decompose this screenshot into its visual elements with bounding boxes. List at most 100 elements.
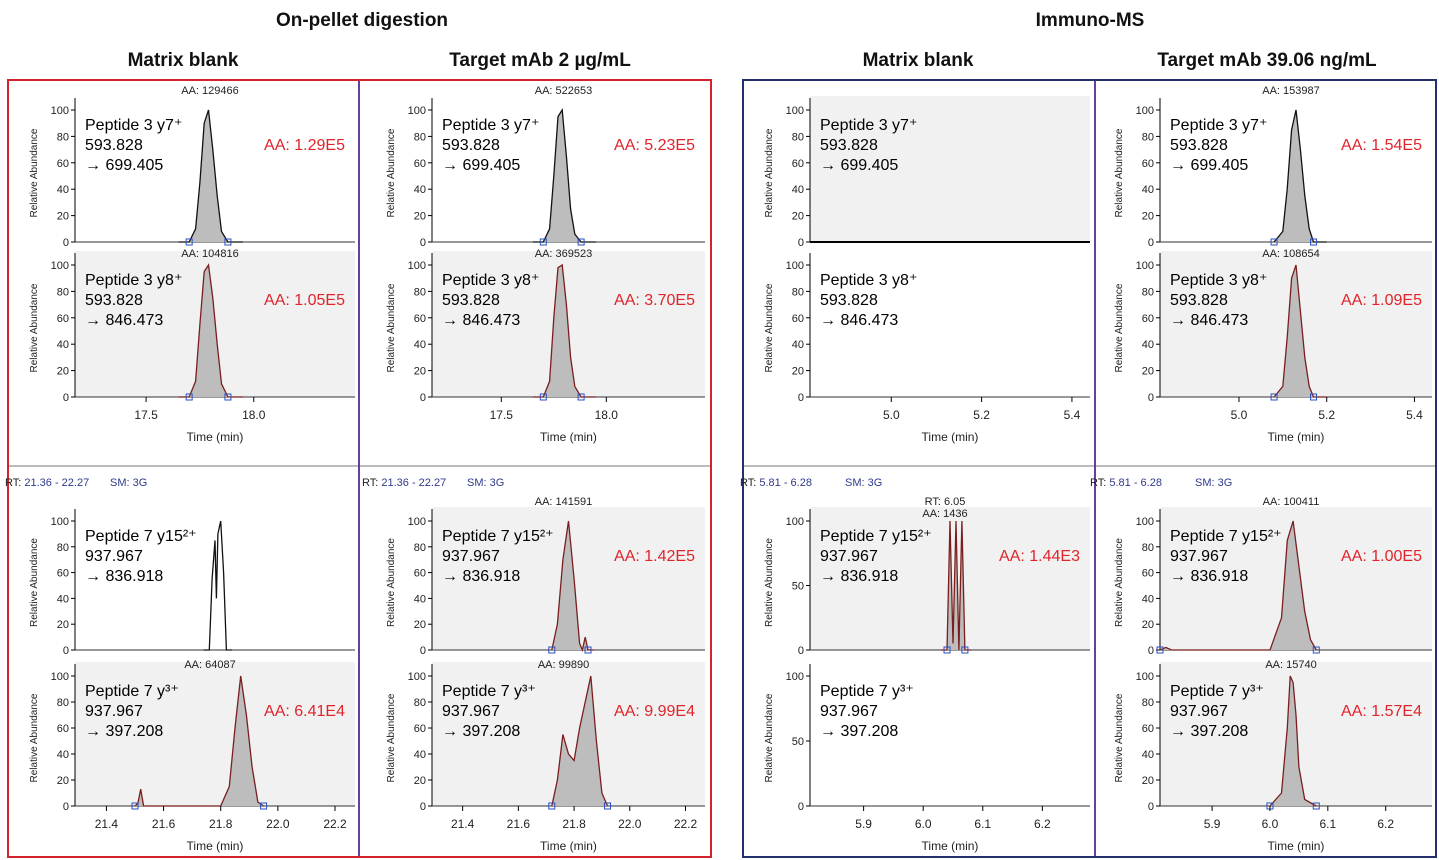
y-tick-label: 40	[792, 184, 804, 196]
y-tick-label: 40	[1142, 339, 1154, 351]
rt-peak-label: RT: 6.05	[925, 496, 966, 508]
y-axis-label: Relative Abundance	[29, 283, 40, 372]
peak-area-value: AA: 64087	[184, 659, 235, 671]
x-axis-label: Time (min)	[540, 839, 597, 853]
peak-line	[1273, 109, 1327, 243]
y-tick-label: 100	[408, 105, 426, 117]
peak-area-value: AA: 108654	[1262, 248, 1320, 260]
y-axis-label: Relative Abundance	[1114, 538, 1125, 627]
integration-marker	[548, 646, 556, 654]
precursor-mz: 937.967	[442, 703, 500, 720]
chromatogram-panels: 0 20 40 60 80 100 Relative Abundance AA: 129466…	[5, 85, 1432, 853]
rt-range-label: RT: 5.81 - 6.28	[740, 477, 812, 489]
trace: 0 50 100 Relative Abundance Peptide 7 y³⁺ 937…	[764, 664, 1090, 813]
y-tick-label: 80	[1142, 131, 1154, 143]
y-tick-label: 40	[1142, 749, 1154, 761]
fragment-mz: → 397.208	[820, 723, 898, 740]
y-tick-label: 100	[1136, 516, 1154, 528]
fragment-mz: → 836.918	[442, 568, 520, 585]
peptide-label: Peptide 3 y7⁺	[1170, 117, 1267, 134]
y-tick-label: 80	[1142, 542, 1154, 554]
column-header-2: Target mAb 2 µg/mL	[449, 50, 631, 71]
y-axis-label: Relative Abundance	[764, 283, 775, 372]
y-tick-label: 20	[792, 366, 804, 378]
plot-background	[810, 96, 1090, 242]
integrated-area: AA: 1.00E5	[1341, 548, 1422, 565]
y-tick-label: 80	[1142, 697, 1154, 709]
y-tick-label: 100	[786, 516, 804, 528]
plot-background	[75, 662, 355, 806]
integration-marker	[1310, 238, 1318, 246]
x-tick-label: 5.0	[883, 408, 900, 422]
x-axis-label: Time (min)	[187, 430, 244, 444]
peak-line	[941, 520, 971, 651]
integrated-area: AA: 9.99E4	[614, 703, 695, 720]
integration-marker	[577, 238, 585, 246]
peak-area	[1274, 110, 1327, 242]
trace: 0 20 40 60 80 100 Relative Abundance AA: 104816…	[29, 248, 355, 404]
x-axis-label: Time (min)	[1268, 430, 1325, 444]
trace: 0 20 40 60 80 100 Relative Abundance AA: 141591…	[386, 496, 705, 657]
trace: 0 20 40 60 80 100 Relative Abundance AA: 64087 P…	[29, 659, 355, 813]
peak-area-value: AA: 104816	[181, 248, 239, 260]
peptide-label: Peptide 3 y8⁺	[820, 272, 917, 289]
x-tick-label: 5.0	[1231, 408, 1248, 422]
on-pellet-frame	[7, 79, 712, 858]
x-tick-label: 22.0	[266, 817, 290, 831]
y-tick-label: 60	[414, 313, 426, 325]
x-tick-label: 6.2	[1377, 817, 1394, 831]
peak-area-value: AA: 141591	[535, 496, 593, 508]
integration-marker	[185, 393, 193, 401]
y-tick-label: 50	[792, 736, 804, 748]
x-tick-label: 6.1	[1319, 817, 1336, 831]
x-axis-label: Time (min)	[1268, 839, 1325, 853]
y-tick-label: 20	[792, 211, 804, 223]
peptide-label: Peptide 7 y³⁺	[1170, 683, 1264, 700]
precursor-mz: 937.967	[1170, 703, 1228, 720]
y-tick-label: 80	[792, 286, 804, 298]
y-axis-label: Relative Abundance	[29, 693, 40, 782]
y-tick-label: 60	[1142, 313, 1154, 325]
peak-line	[1159, 520, 1317, 651]
precursor-mz: 937.967	[85, 548, 143, 565]
rt-range-label: RT: 21.36 - 22.27	[5, 477, 89, 489]
peptide-label: Peptide 7 y15²⁺	[442, 528, 554, 545]
precursor-mz: 593.828	[1170, 292, 1228, 309]
x-axis-label: Time (min)	[922, 839, 979, 853]
y-tick-label: 80	[57, 286, 69, 298]
precursor-mz: 937.967	[1170, 548, 1228, 565]
integrated-area: AA: 1.42E5	[614, 548, 695, 565]
fragment-mz: → 836.918	[820, 568, 898, 585]
x-tick-label: 5.9	[855, 817, 872, 831]
chromatogram-panel: 0 20 40 60 80 100 Relative Abundance AA: 522653…	[386, 85, 705, 444]
peak-area	[532, 265, 596, 397]
integration-marker	[539, 238, 547, 246]
y-tick-label: 100	[1136, 671, 1154, 683]
y-tick-label: 60	[1142, 158, 1154, 170]
peak-area-value: AA: 99890	[538, 659, 589, 671]
peak-area-value: AA: 15740	[1265, 659, 1316, 671]
y-tick-label: 100	[51, 260, 69, 272]
integration-marker	[604, 802, 611, 810]
fragment-mz: → 397.208	[1170, 723, 1248, 740]
peak-area-value: AA: 100411	[1263, 496, 1320, 508]
integration-marker	[539, 393, 547, 401]
y-tick-label: 0	[63, 237, 69, 249]
precursor-mz: 593.828	[820, 137, 878, 154]
peak-area	[1274, 265, 1327, 397]
precursor-mz: 593.828	[820, 292, 878, 309]
trace: 0 20 40 60 80 100 Relative Abundance Peptide 3 …	[764, 253, 1090, 404]
y-tick-label: 100	[786, 260, 804, 272]
integration-marker	[1312, 646, 1320, 654]
chromatogram-panel: RT: 5.81 - 6.28 SM: 3G 0 20 40 60 80 100 Relativ…	[1090, 477, 1432, 853]
y-tick-label: 80	[57, 542, 69, 554]
chromatogram-panel: RT: 5.81 - 6.28 SM: 3G 0 50 100 Relative Abun…	[740, 477, 1090, 853]
y-tick-label: 80	[57, 697, 69, 709]
integration-marker	[548, 802, 556, 810]
y-tick-label: 20	[414, 211, 426, 223]
trace: 0 20 40 60 80 100 Relative Abundance AA: 99890P…	[386, 659, 705, 813]
fragment-mz: → 846.473	[820, 312, 898, 329]
peptide-label: Peptide 7 y³⁺	[85, 683, 179, 700]
peptide-label: Peptide 7 y³⁺	[820, 683, 914, 700]
title-immuno-ms: Immuno-MS	[1036, 10, 1145, 31]
